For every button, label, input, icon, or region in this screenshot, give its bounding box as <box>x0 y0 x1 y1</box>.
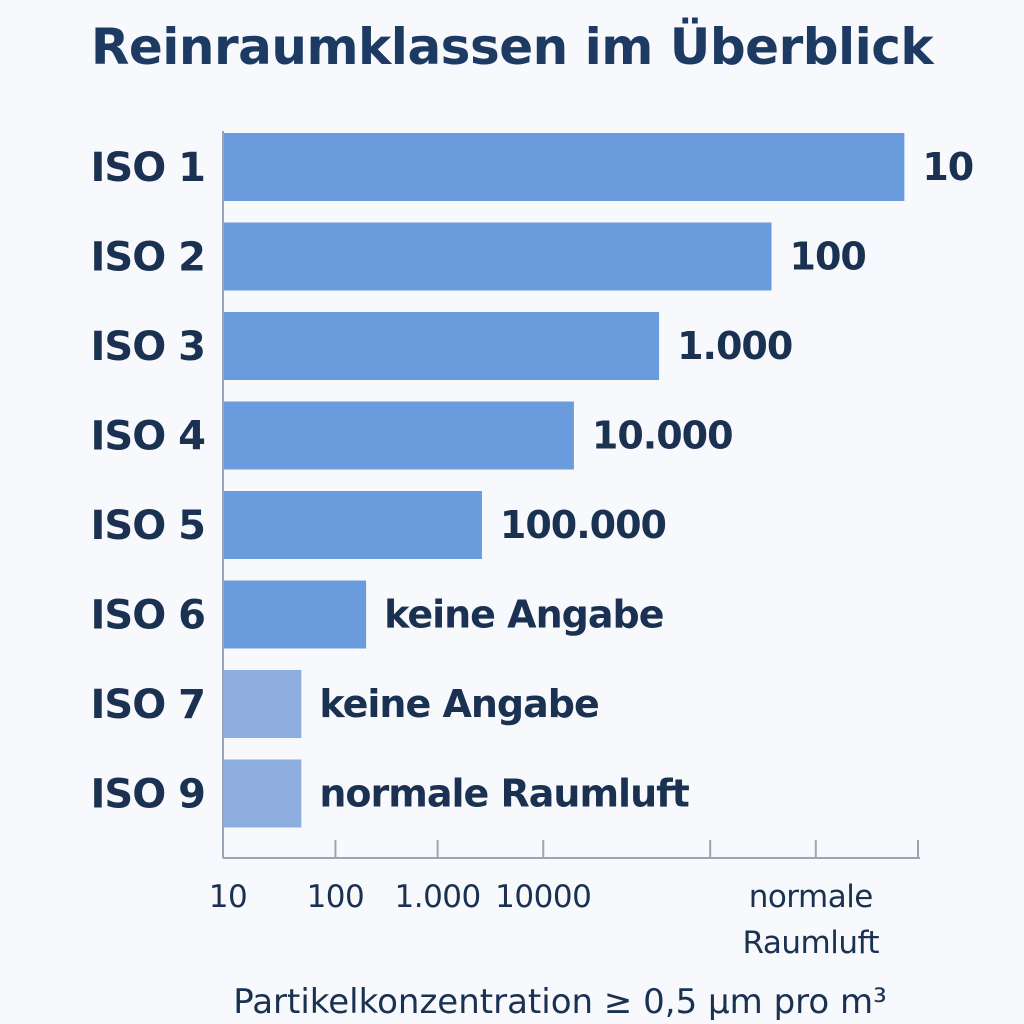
category-label: ISO 7 <box>91 682 205 728</box>
value-label: keine Angabe <box>319 682 598 726</box>
category-label: ISO 4 <box>91 414 205 460</box>
x-tick-label: normale Raumluft <box>743 879 880 961</box>
x-tick-label: 100 <box>307 879 365 915</box>
value-label: 1.000 <box>677 324 792 368</box>
value-label: keine Angabe <box>384 593 663 637</box>
category-label: ISO 2 <box>91 235 205 281</box>
value-label: normale Raumluft <box>319 772 689 816</box>
category-label: ISO 9 <box>91 772 205 818</box>
bar-iso-5 <box>223 491 482 559</box>
x-axis-label: Partikelkonzentration ≥ 0,5 µm pro m³ <box>233 982 887 1022</box>
bar-iso-1 <box>223 133 905 201</box>
x-tick-label: 1.000 <box>395 879 481 915</box>
bar-iso-4 <box>223 401 574 470</box>
bar-iso-2 <box>223 222 772 291</box>
bar-iso-9 <box>223 759 302 828</box>
chart-title: Reinraumklassen im Überblick <box>90 18 934 76</box>
category-label: ISO 1 <box>91 145 205 191</box>
category-label: ISO 6 <box>91 593 205 639</box>
value-label: 10 <box>922 145 973 189</box>
category-label: ISO 3 <box>91 324 205 370</box>
value-label: 10.000 <box>592 414 733 458</box>
category-label: ISO 5 <box>91 503 205 549</box>
bar-iso-6 <box>223 580 367 649</box>
x-tick-label: 10000 <box>495 879 591 915</box>
bar-iso-3 <box>223 312 660 380</box>
value-label: 100.000 <box>500 503 666 547</box>
x-tick-label: 10 <box>209 879 247 915</box>
value-label: 100 <box>790 235 866 279</box>
bar-iso-7 <box>223 670 302 738</box>
